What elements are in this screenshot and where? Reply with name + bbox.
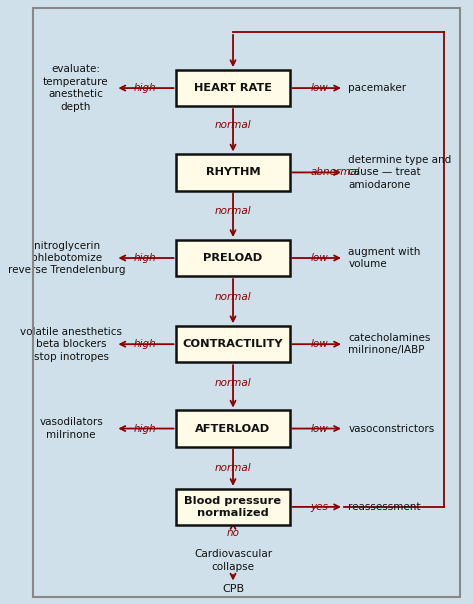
Text: RHYTHM: RHYTHM — [206, 167, 260, 178]
FancyBboxPatch shape — [176, 489, 289, 525]
Text: Blood pressure
normalized: Blood pressure normalized — [184, 496, 281, 518]
Text: catecholamines
milrinone/IABP: catecholamines milrinone/IABP — [348, 333, 431, 355]
Text: normal: normal — [215, 206, 251, 216]
Text: no: no — [227, 528, 239, 538]
Text: volatile anesthetics
beta blockers
stop inotropes: volatile anesthetics beta blockers stop … — [20, 327, 122, 362]
FancyBboxPatch shape — [176, 70, 289, 106]
Text: vasodilators
milrinone: vasodilators milrinone — [39, 417, 103, 440]
Text: evaluate:
temperature
anesthetic
depth: evaluate: temperature anesthetic depth — [43, 65, 108, 112]
Text: yes: yes — [310, 502, 328, 512]
Text: PRELOAD: PRELOAD — [203, 253, 263, 263]
Text: CONTRACTILITY: CONTRACTILITY — [183, 339, 283, 349]
FancyBboxPatch shape — [176, 240, 289, 276]
Text: vasoconstrictors: vasoconstrictors — [348, 423, 435, 434]
Text: normal: normal — [215, 292, 251, 302]
FancyBboxPatch shape — [176, 155, 289, 190]
FancyBboxPatch shape — [176, 411, 289, 446]
Text: low: low — [310, 83, 328, 93]
Text: CPB: CPB — [222, 585, 244, 594]
Text: high: high — [134, 83, 157, 93]
Text: HEART RATE: HEART RATE — [194, 83, 272, 93]
Text: abnormal: abnormal — [310, 167, 360, 178]
Text: normal: normal — [215, 120, 251, 130]
Text: pacemaker: pacemaker — [348, 83, 406, 93]
Text: Cardiovascular
collapse: Cardiovascular collapse — [194, 549, 272, 572]
FancyBboxPatch shape — [176, 326, 289, 362]
Text: normal: normal — [215, 378, 251, 388]
Text: determine type and
cause — treat
amiodarone: determine type and cause — treat amiodar… — [348, 155, 452, 190]
Text: high: high — [134, 339, 157, 349]
Text: normal: normal — [215, 463, 251, 473]
Text: low: low — [310, 339, 328, 349]
Text: reassessment: reassessment — [348, 502, 421, 512]
Text: nitroglycerin
phlebotomize
reverse Trendelenburg: nitroglycerin phlebotomize reverse Trend… — [8, 240, 125, 275]
Text: augment with
volume: augment with volume — [348, 247, 420, 269]
Text: AFTERLOAD: AFTERLOAD — [195, 423, 271, 434]
Text: low: low — [310, 253, 328, 263]
Text: high: high — [134, 253, 157, 263]
Text: high: high — [134, 423, 157, 434]
Text: low: low — [310, 423, 328, 434]
